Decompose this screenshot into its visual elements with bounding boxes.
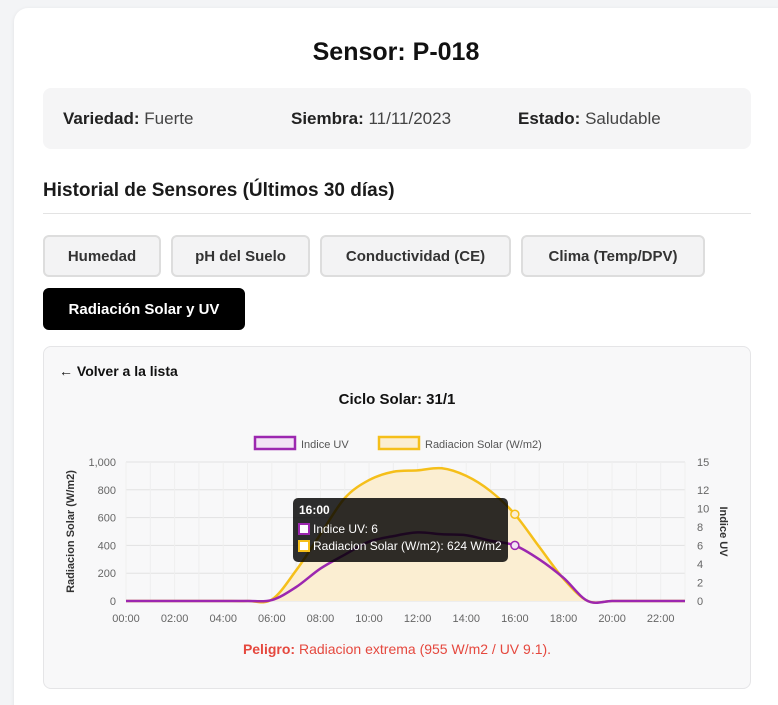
x-tick-label: 04:00 bbox=[209, 613, 237, 625]
x-tick-label: 02:00 bbox=[161, 613, 189, 625]
chart-title: Ciclo Solar: 31/1 bbox=[338, 391, 456, 408]
y-axis-label-left: Radiacion Solar (W/m2) bbox=[65, 470, 77, 593]
alert-message: Peligro: Radiacion extrema (955 W/m2 / U… bbox=[43, 641, 751, 657]
tab-conductivity[interactable]: Conductividad (CE) bbox=[320, 235, 511, 277]
x-tick-label: 14:00 bbox=[452, 613, 480, 625]
legend-swatch bbox=[377, 435, 421, 451]
solar-point bbox=[510, 509, 520, 520]
variety-value: Fuerte bbox=[144, 109, 194, 128]
x-tick-label: 08:00 bbox=[307, 613, 335, 625]
x-tick-label: 12:00 bbox=[404, 613, 432, 625]
divider bbox=[43, 213, 751, 214]
y-tick-label-left: 400 bbox=[98, 540, 116, 552]
legend-swatch bbox=[253, 435, 297, 451]
y-tick-label-right: 0 bbox=[697, 596, 703, 608]
planting-label: Siembra: bbox=[291, 109, 364, 128]
sensor-info-bar bbox=[43, 88, 751, 149]
alert-text: Radiacion extrema (955 W/m2 / UV 9.1). bbox=[298, 641, 552, 657]
x-tick-label: 16:00 bbox=[501, 613, 529, 625]
variety-label: Variedad: bbox=[63, 109, 140, 128]
y-tick-label-left: 600 bbox=[98, 513, 116, 525]
y-tick-label-right: 8 bbox=[697, 522, 703, 534]
y-tick-label-left: 1,000 bbox=[88, 457, 116, 469]
back-to-list-link[interactable]: ← Volver a la lista bbox=[59, 363, 178, 379]
tooltip-swatch bbox=[298, 523, 310, 535]
planting-info: Siembra: 11/11/2023 bbox=[291, 109, 451, 129]
tooltip-swatch bbox=[298, 540, 310, 552]
y-tick-label-right: 12 bbox=[697, 485, 709, 497]
legend-label: Indice UV bbox=[301, 439, 349, 451]
alert-label: Peligro: bbox=[242, 641, 296, 657]
y-tick-label-right: 6 bbox=[697, 540, 703, 552]
x-tick-label: 18:00 bbox=[550, 613, 578, 625]
uv-point bbox=[510, 540, 520, 551]
page-title: Sensor: P-018 bbox=[312, 38, 480, 66]
tab-solar-uv[interactable]: Radiación Solar y UV bbox=[43, 288, 245, 330]
y-tick-label-left: 0 bbox=[110, 596, 116, 608]
x-tick-label: 00:00 bbox=[112, 613, 140, 625]
tooltip-box bbox=[293, 498, 508, 562]
x-tick-label: 20:00 bbox=[598, 613, 626, 625]
x-tick-label: 10:00 bbox=[355, 613, 383, 625]
y-tick-label-right: 2 bbox=[697, 577, 703, 589]
y-tick-label-right: 15 bbox=[697, 457, 709, 469]
tooltip-title: 16:00 bbox=[299, 503, 330, 517]
y-tick-label-left: 200 bbox=[98, 568, 116, 580]
legend-label: Radiacion Solar (W/m2) bbox=[425, 439, 542, 451]
status-value: Saludable bbox=[585, 109, 661, 128]
solar-uv-chart[interactable]: 0 200 400 600 800 1,000 0 2 4 6 8 10 12 15 00:00 02:00 0… bbox=[43, 420, 751, 635]
y-tick-label-right: 4 bbox=[697, 559, 703, 571]
x-tick-label: 22:00 bbox=[647, 613, 675, 625]
status-label: Estado: bbox=[518, 109, 581, 128]
variety-info: Variedad: Fuerte bbox=[63, 109, 193, 129]
y-tick-label-left: 800 bbox=[98, 485, 116, 497]
y-axis-label-right: Indice UV bbox=[717, 506, 729, 557]
tab-humidity[interactable]: Humedad bbox=[43, 235, 161, 277]
tooltip-line: Indice UV: 6 bbox=[313, 522, 378, 536]
y-tick-label-right: 10 bbox=[697, 503, 709, 515]
x-tick-label: 06:00 bbox=[258, 613, 286, 625]
history-title: Historial de Sensores (Últimos 30 días) bbox=[43, 180, 395, 201]
status-info: Estado: Saludable bbox=[518, 109, 661, 129]
tooltip-line: Radiacion Solar (W/m2): 624 W/m2 bbox=[313, 539, 502, 553]
tab-soil-ph[interactable]: pH del Suelo bbox=[171, 235, 310, 277]
tab-climate[interactable]: Clima (Temp/DPV) bbox=[521, 235, 705, 277]
planting-value: 11/11/2023 bbox=[368, 109, 452, 128]
